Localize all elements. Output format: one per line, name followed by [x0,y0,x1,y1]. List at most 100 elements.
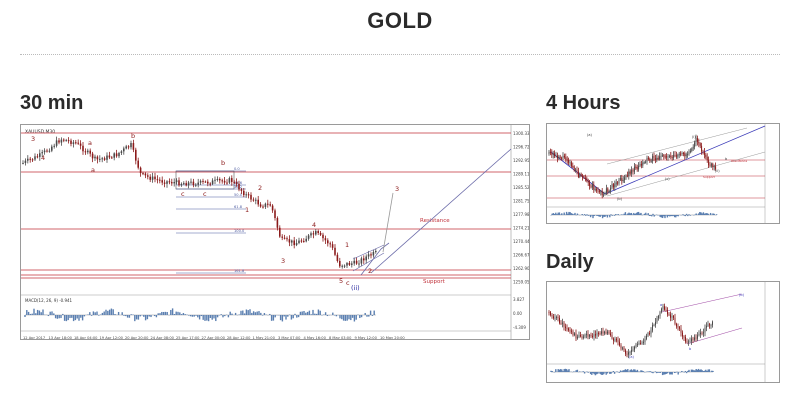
chart-30min[interactable]: XAUUSD,M30 1300.33 1296.72 1292.95 1289.11 12… [20,124,530,340]
macd-histogram-bar [247,310,249,315]
daily-osc-histogram-bar [582,371,585,372]
daily-candle [674,317,676,324]
daily-osc-histogram-bar [633,369,635,372]
oscillator-tick-label: 3.827 [513,297,525,302]
main-candle [360,258,363,264]
time-tick-label: 24 Apr 08:00 [151,336,175,340]
h4-candle [652,155,654,161]
h4-osc-histogram-bar [671,215,673,217]
main-candle [281,236,283,238]
h4-osc-histogram-bar [628,212,630,215]
macd-histogram-bar [161,311,163,315]
daily-candle [562,322,563,324]
main-candle [185,183,187,186]
macd-histogram-bar [272,315,275,321]
macd-histogram-bar [42,309,44,315]
main-candle [310,233,312,236]
daily-osc-histogram-bar [623,370,625,372]
daily-osc-histogram-bar [565,369,568,372]
daily-candle [698,334,700,336]
daily-osc-histogram-bar [555,369,557,372]
macd-histogram-bar [182,313,185,315]
h4-osc-histogram-bar [581,214,583,215]
daily-candle [683,336,685,338]
daily-candle [680,328,682,333]
h4-osc-histogram-bar [699,211,701,215]
main-candle [247,194,250,196]
h4-osc-histogram-bar [661,215,664,219]
h4-osc-histogram-bar [689,215,691,216]
daily-candle [611,335,613,339]
h4-candle [598,190,600,192]
main-candle [300,240,303,242]
h4-candle [638,165,640,170]
h4-candle [589,182,591,186]
daily-candle [710,324,712,326]
main-candle [216,179,219,181]
main-candle [156,179,159,181]
daily-osc-histogram-bar [711,370,713,372]
main-candle [259,204,262,207]
h4-osc-histogram-bar [649,215,652,216]
chart-4hours[interactable]: (a) (b) (c) (i) (ii) b Resistance Support [546,123,780,224]
macd-histogram-bar [105,309,107,315]
h4-candle [618,179,620,184]
daily-osc-histogram-bar [557,369,559,372]
macd-histogram-bar [287,315,289,317]
chart-daily[interactable]: a (a) b (b) [546,281,780,383]
h4-osc-histogram-bar [557,212,559,215]
main-candle [307,235,310,239]
h4-osc-histogram-bar [568,211,570,215]
macd-histogram-bar [342,315,345,321]
daily-osc-histogram-bar [677,372,679,375]
macd-histogram-bar [62,313,64,315]
daily-osc-histogram-bar [671,372,673,375]
wave-label: 1 [345,241,349,249]
daily-channel-upper [661,293,743,313]
macd-histogram-bar [204,315,206,321]
h4-candle [579,174,581,178]
h4-osc-histogram-bar [700,212,702,215]
h4-candle [559,156,561,158]
main-candle [319,232,322,235]
daily-candle [707,324,709,326]
h4-osc-histogram-bar [567,213,569,215]
h4-osc-histogram-bar [659,215,661,218]
h4-osc-histogram-bar [563,212,565,215]
daily-osc-histogram-bar [688,369,690,372]
h4-candle [654,158,656,160]
wave-label: 4 [41,154,45,162]
h4-candle [582,175,584,178]
main-candle [147,175,149,177]
daily-osc-histogram-bar [637,371,640,372]
h4-osc-histogram-bar [683,215,685,216]
h4-wave-label: (ii) [715,169,720,173]
daily-candle [608,331,610,334]
h4-osc-histogram-bar [553,213,556,215]
daily-channel-lower [686,327,743,345]
macd-histogram-bar [143,315,145,317]
daily-candle [637,344,638,346]
h4-osc-histogram-bar [623,213,625,215]
macd-histogram-bar [173,314,176,315]
h4-candle [659,156,661,160]
macd-histogram-bar [193,315,195,317]
daily-candle [691,338,692,342]
price-tick-label: 1262.90 [513,266,530,271]
h4-osc-histogram-bar [597,215,599,216]
daily-osc-histogram-bar [634,369,636,372]
daily-candle [568,328,569,331]
h4-candle [555,155,557,157]
macd-histogram-bar [121,312,123,315]
macd-histogram-bar [308,310,311,315]
macd-histogram-bar [242,310,244,315]
daily-wave-label: a [660,303,662,307]
daily-osc-histogram-bar [691,369,694,372]
daily-candle [671,316,673,318]
h4-candle [687,154,689,156]
macd-histogram-bar [188,315,190,316]
macd-histogram-bar [348,315,350,320]
h4-candle [573,166,575,171]
macd-histogram-bar [251,312,253,315]
daily-candle [694,337,695,340]
